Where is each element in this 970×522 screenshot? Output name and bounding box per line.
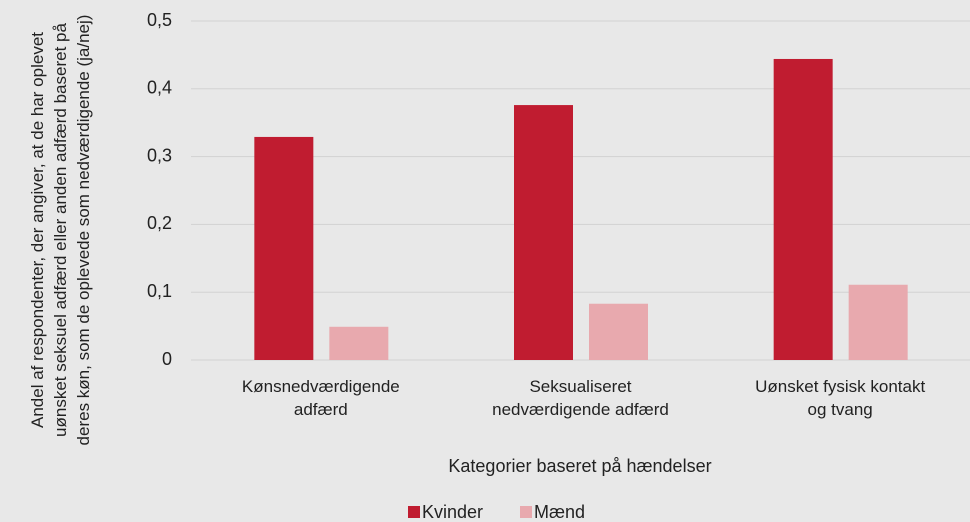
x-axis-label: Kategorier baseret på hændelser [448, 456, 712, 476]
bar [329, 326, 389, 360]
bar [254, 136, 314, 360]
bar [589, 303, 648, 360]
legend-swatch [408, 506, 420, 518]
bar [514, 105, 573, 361]
x-tick-label: Seksualiseret nedværdigende adfærd [492, 377, 669, 419]
y-tick-label: 0 [162, 349, 172, 369]
y-tick-label: 0,4 [147, 78, 172, 98]
y-tick-label: 0,5 [147, 10, 172, 30]
bar [773, 58, 833, 361]
y-tick-label: 0,1 [147, 281, 172, 301]
y-axis-label: Andel af respondenter, der angiver, at d… [0, 0, 170, 460]
y-axis-label-text: Andel af respondenter, der angiver, at d… [27, 14, 93, 446]
legend-swatch [520, 506, 532, 518]
y-tick-label: 0,2 [147, 213, 172, 233]
y-tick-label: 0,3 [147, 145, 172, 165]
x-tick-label: Kønsnedværdigende adfærd [241, 377, 400, 419]
legend-label: Mænd [534, 502, 585, 522]
legend-label: Kvinder [422, 502, 483, 522]
bar [848, 284, 908, 360]
x-tick-label: Uønsket fysisk kontakt og tvang [755, 377, 926, 419]
